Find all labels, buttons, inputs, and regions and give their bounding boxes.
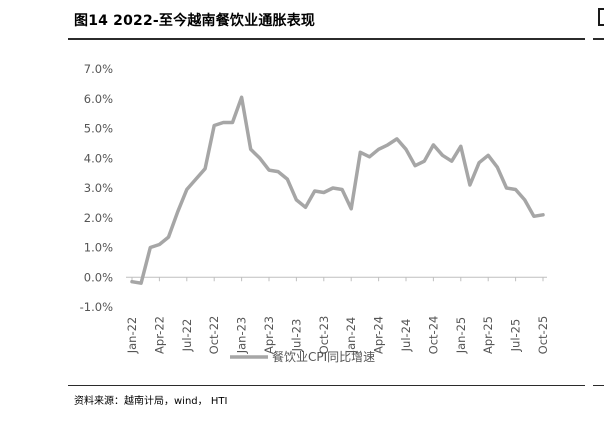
title-divider	[68, 38, 585, 40]
x-tick-label: Jan-23	[235, 317, 249, 355]
x-axis: Jan-22 Apr-22 Jul-22 Oct-22 Jan-23 Apr-23 Jul-…	[125, 277, 550, 354]
x-tick-label: Apr-24	[372, 316, 386, 354]
x-tick-label: Oct-22	[207, 316, 221, 355]
y-tick-label: 1.0%	[84, 241, 113, 255]
source-divider	[68, 385, 585, 386]
x-tick-label: Jan-25	[454, 317, 468, 355]
y-tick-label: 2.0%	[84, 211, 113, 225]
x-tick-label: Oct-23	[317, 316, 331, 355]
x-tick-label: Jul-24	[399, 319, 413, 353]
y-tick-label: 6.0%	[84, 92, 113, 106]
y-tick-label: 0.0%	[84, 270, 113, 284]
chart-title: 图14 2022-至今越南餐饮业通胀表现	[74, 13, 316, 29]
x-tick-label: Jul-22	[180, 319, 194, 353]
source-note: 资料来源：越南计局，wind， HTI	[74, 396, 228, 407]
y-tick-label: 5.0%	[84, 122, 113, 136]
x-tick-label: Apr-25	[481, 316, 495, 354]
x-tick-label: Oct-24	[426, 316, 440, 355]
x-tick-label: Apr-22	[152, 316, 166, 354]
x-tick-label: Jan-22	[125, 317, 139, 355]
next-figure-divider-top	[593, 38, 604, 40]
legend-label: 餐饮业CPI同比增速	[272, 349, 375, 364]
series-line-food-cpi	[130, 95, 545, 285]
legend: 餐饮业CPI同比增速	[230, 349, 375, 364]
y-axis: 7.0% 6.0% 5.0% 4.0% 3.0% 2.0% 1.0% 0.0% -1.0%	[80, 62, 113, 314]
next-figure-divider-bottom	[593, 385, 604, 386]
x-tick-label: Oct-25	[536, 316, 550, 355]
y-tick-label: 7.0%	[84, 62, 113, 76]
x-tick-label: Jan-24	[344, 317, 358, 355]
next-figure-edge	[598, 8, 604, 26]
x-tick-label: Apr-23	[262, 316, 276, 354]
y-tick-label: 4.0%	[84, 151, 113, 165]
x-tick-label: Jul-23	[289, 319, 303, 353]
x-tick-label: Jul-25	[509, 319, 523, 353]
y-tick-label: -1.0%	[80, 300, 113, 314]
y-tick-label: 3.0%	[84, 181, 113, 195]
